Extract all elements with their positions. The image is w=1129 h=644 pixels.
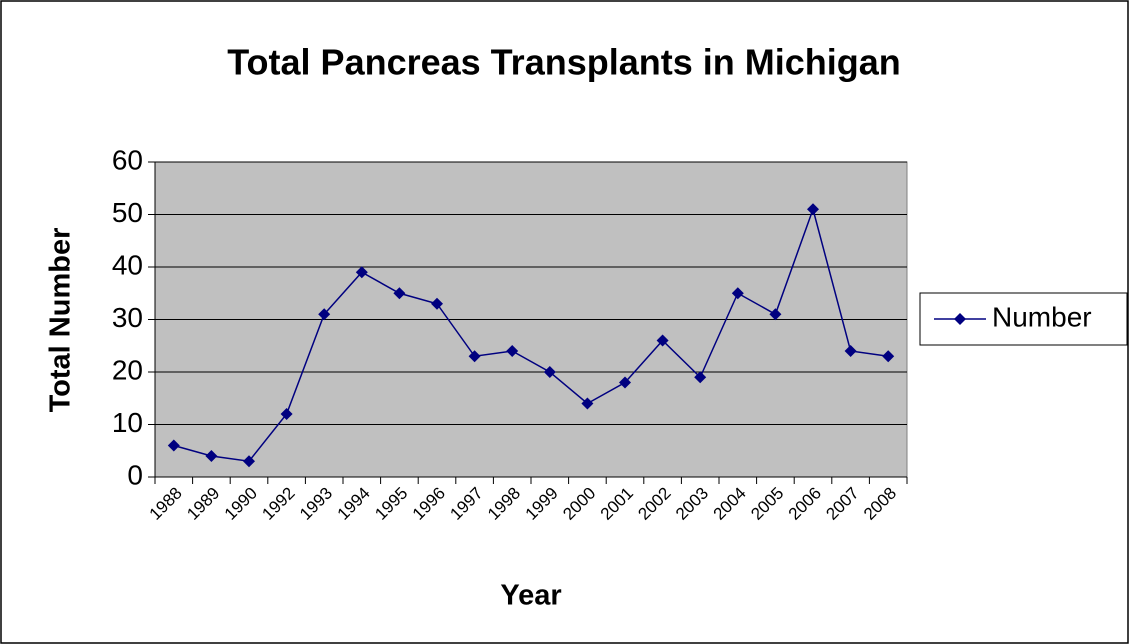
marker bbox=[468, 350, 481, 363]
marker bbox=[506, 345, 519, 357]
legend-label: Number bbox=[992, 301, 1092, 332]
marker bbox=[581, 397, 594, 410]
marker bbox=[543, 366, 556, 378]
marker bbox=[280, 408, 293, 420]
y-tick-label: 50 bbox=[112, 197, 143, 228]
marker bbox=[807, 203, 819, 216]
marker bbox=[393, 287, 406, 300]
y-axis-label: Total Number bbox=[45, 228, 77, 413]
marker bbox=[355, 266, 368, 279]
y-tick-label: 20 bbox=[112, 354, 143, 385]
marker bbox=[318, 308, 331, 321]
marker bbox=[769, 308, 782, 321]
marker bbox=[619, 376, 631, 389]
y-tick-label: 0 bbox=[127, 459, 143, 490]
marker bbox=[694, 371, 707, 384]
y-tick-label: 60 bbox=[112, 144, 143, 175]
marker bbox=[731, 287, 744, 300]
marker bbox=[167, 439, 180, 452]
chart-title: Total Pancreas Transplants in Michigan bbox=[227, 42, 901, 83]
marker bbox=[243, 455, 255, 468]
y-tick-label: 10 bbox=[112, 407, 143, 438]
marker bbox=[882, 350, 895, 363]
line bbox=[173, 206, 889, 463]
y-tick-label: 30 bbox=[112, 302, 143, 333]
marker bbox=[205, 450, 218, 462]
marker bbox=[656, 334, 669, 347]
legend-marker bbox=[954, 313, 966, 325]
marker bbox=[431, 297, 443, 310]
x-axis-label: Year bbox=[500, 580, 561, 612]
marker bbox=[844, 345, 857, 357]
y-tick-label: 40 bbox=[112, 249, 143, 280]
